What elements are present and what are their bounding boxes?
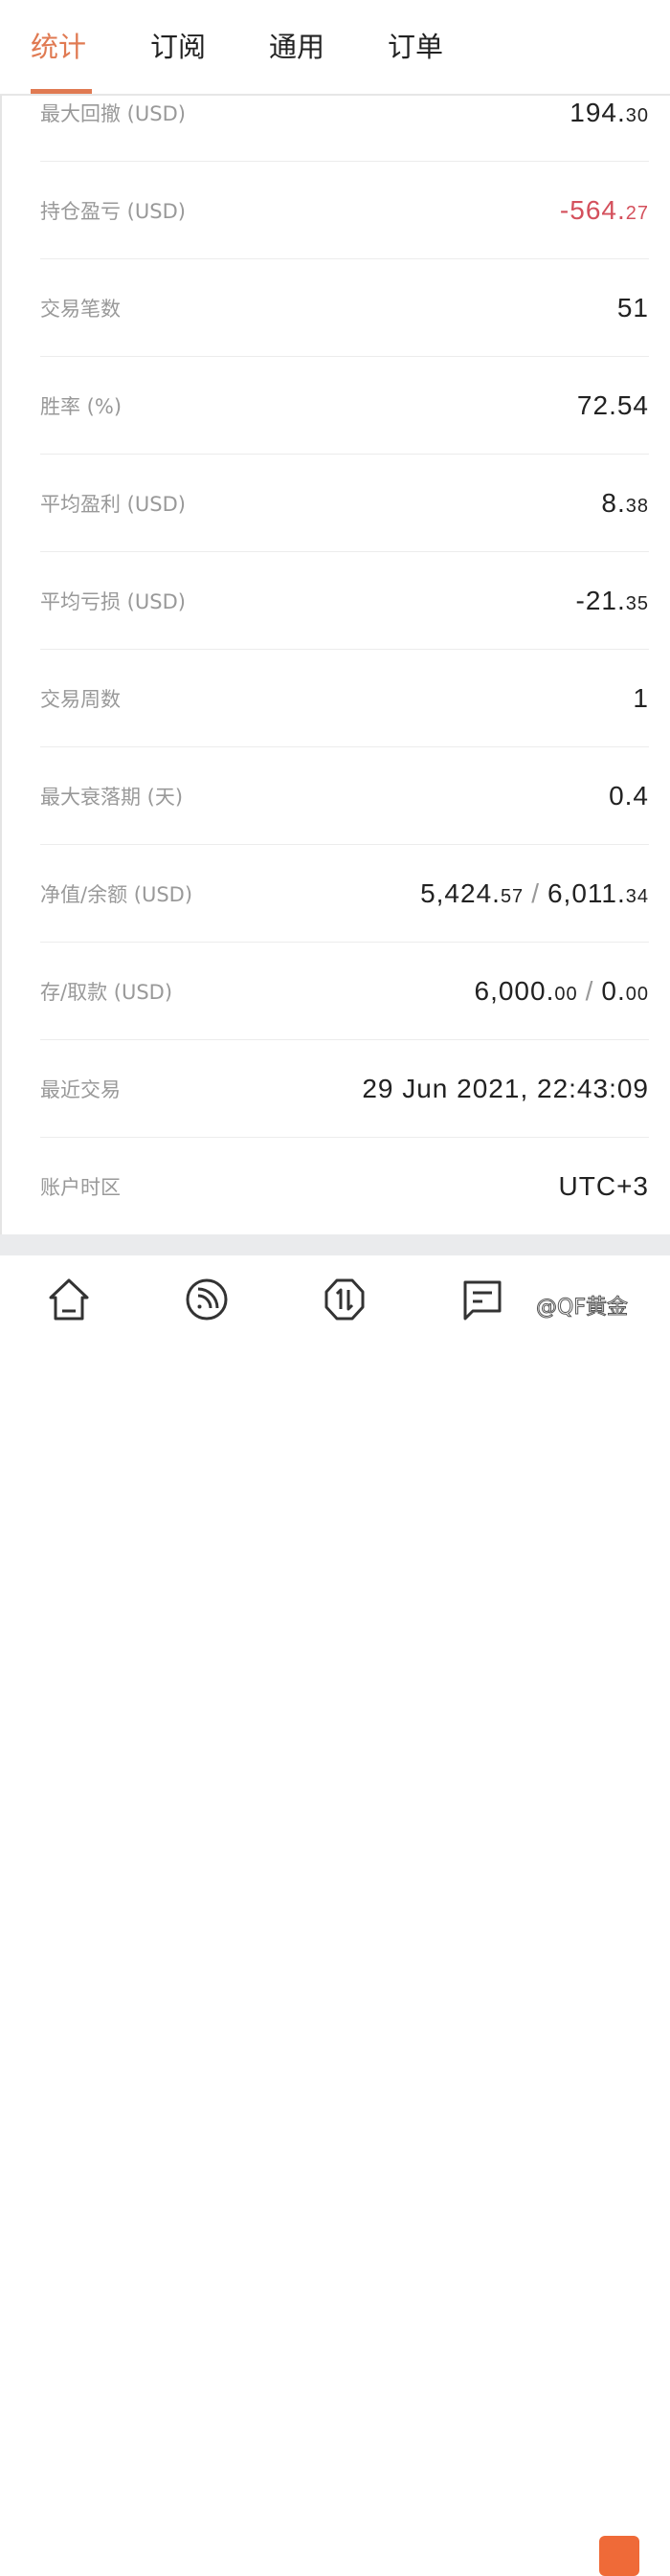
stat-row: 最近交易 29 Jun 2021, 22:43:09 [40, 1040, 649, 1138]
active-tab-indicator [31, 89, 92, 94]
stat-label: 交易周数 [40, 687, 121, 711]
stat-value: 6,000.00/0.00 [475, 976, 650, 1007]
left-edge [0, 0, 2, 1234]
stat-label: 存/取款 (USD) [40, 980, 173, 1004]
value-integer: 6,011. [547, 877, 626, 908]
value-integer: -564. [559, 194, 626, 225]
stat-row: 最大衰落期 (天) 0.4 [40, 747, 649, 845]
stat-row: 平均亏损 (USD) -21.35 [40, 552, 649, 650]
stat-label: 最大衰落期 (天) [40, 785, 184, 809]
stat-row: 净值/余额 (USD) 5,424.57 /6,011.34 [40, 845, 649, 943]
stat-label: 持仓盈亏 (USD) [40, 199, 186, 223]
value-decimal: 38 [625, 495, 649, 517]
value-integer: 1 [633, 682, 649, 713]
stat-label: 交易笔数 [40, 297, 121, 321]
rss-icon[interactable] [184, 1277, 230, 1322]
value-decimal: 35 [625, 592, 649, 614]
value-integer: -21. [575, 585, 626, 615]
tab-orders[interactable]: 订单 [388, 31, 444, 63]
tab-subscribe[interactable]: 订阅 [150, 31, 207, 63]
stat-row: 最大回撤 (USD) 194.30 [40, 64, 649, 162]
tab-bar: 统计 订阅 通用 订单 [0, 0, 670, 96]
stat-label: 平均盈利 (USD) [40, 492, 186, 516]
stat-value: 1 [633, 683, 649, 714]
stat-label: 胜率 (%) [40, 394, 123, 418]
stat-row: 交易笔数 51 [40, 259, 649, 357]
trade-icon[interactable] [322, 1277, 368, 1322]
stat-label: 账户时区 [40, 1175, 121, 1199]
bottom-nav [0, 1255, 670, 2576]
home-icon[interactable] [46, 1277, 92, 1322]
value-integer: 6,000. [474, 975, 555, 1006]
value-integer: 51 [616, 292, 649, 322]
stat-label: 最大回撤 (USD) [40, 101, 186, 125]
stat-row: 胜率 (%) 72.54 [40, 357, 649, 455]
value-decimal: 00 [625, 983, 649, 1005]
stat-value: -564.27 [560, 195, 649, 226]
value-separator: / [585, 975, 594, 1006]
stat-value: 72.54 [577, 390, 649, 421]
stat-row: 存/取款 (USD) 6,000.00/0.00 [40, 943, 649, 1040]
value-decimal: 30 [625, 104, 649, 126]
value-separator: / [531, 877, 540, 908]
stat-value: 5,424.57 /6,011.34 [420, 878, 649, 909]
value-decimal: 34 [625, 885, 649, 907]
watermark: @QF黄金 [536, 1296, 629, 1321]
divider-band [0, 1234, 670, 1255]
stat-row: 账户时区 UTC+3 [40, 1138, 649, 1234]
value-decimal: 00 [554, 983, 578, 1005]
stat-label: 平均亏损 (USD) [40, 589, 186, 613]
value-integer: 29 Jun 2021, 22:43:09 [362, 1073, 649, 1103]
stat-value: 0.4 [609, 781, 649, 811]
message-icon[interactable] [459, 1277, 505, 1322]
stat-row: 持仓盈亏 (USD) -564.27 [40, 162, 649, 259]
value-decimal: 57 [500, 885, 525, 907]
value-integer: 0. [601, 975, 626, 1006]
tab-statistics[interactable]: 统计 [31, 31, 87, 63]
value-integer: UTC+3 [558, 1170, 649, 1201]
stat-value: 51 [617, 293, 649, 323]
value-integer: 8. [601, 487, 626, 518]
stat-value: 194.30 [570, 98, 649, 128]
stat-value: UTC+3 [559, 1171, 649, 1202]
value-integer: 194. [570, 97, 626, 127]
stats-list[interactable]: 最大回撤 (USD) 194.30 持仓盈亏 (USD) -564.27 交易笔数 51 胜… [0, 64, 670, 1234]
stat-row: 交易周数 1 [40, 650, 649, 747]
stat-label: 最近交易 [40, 1077, 121, 1101]
value-integer: 0.4 [609, 780, 649, 811]
value-decimal: 27 [625, 202, 649, 224]
tab-general[interactable]: 通用 [269, 31, 325, 63]
value-integer: 72.54 [576, 389, 649, 420]
app-icon[interactable] [599, 2536, 639, 2576]
stat-row: 平均盈利 (USD) 8.38 [40, 455, 649, 552]
stat-label: 净值/余额 (USD) [40, 882, 193, 906]
stat-value: 8.38 [601, 488, 649, 519]
value-integer: 5,424. [420, 877, 501, 908]
stat-value: -21.35 [576, 586, 650, 616]
stat-value: 29 Jun 2021, 22:43:09 [362, 1074, 649, 1104]
